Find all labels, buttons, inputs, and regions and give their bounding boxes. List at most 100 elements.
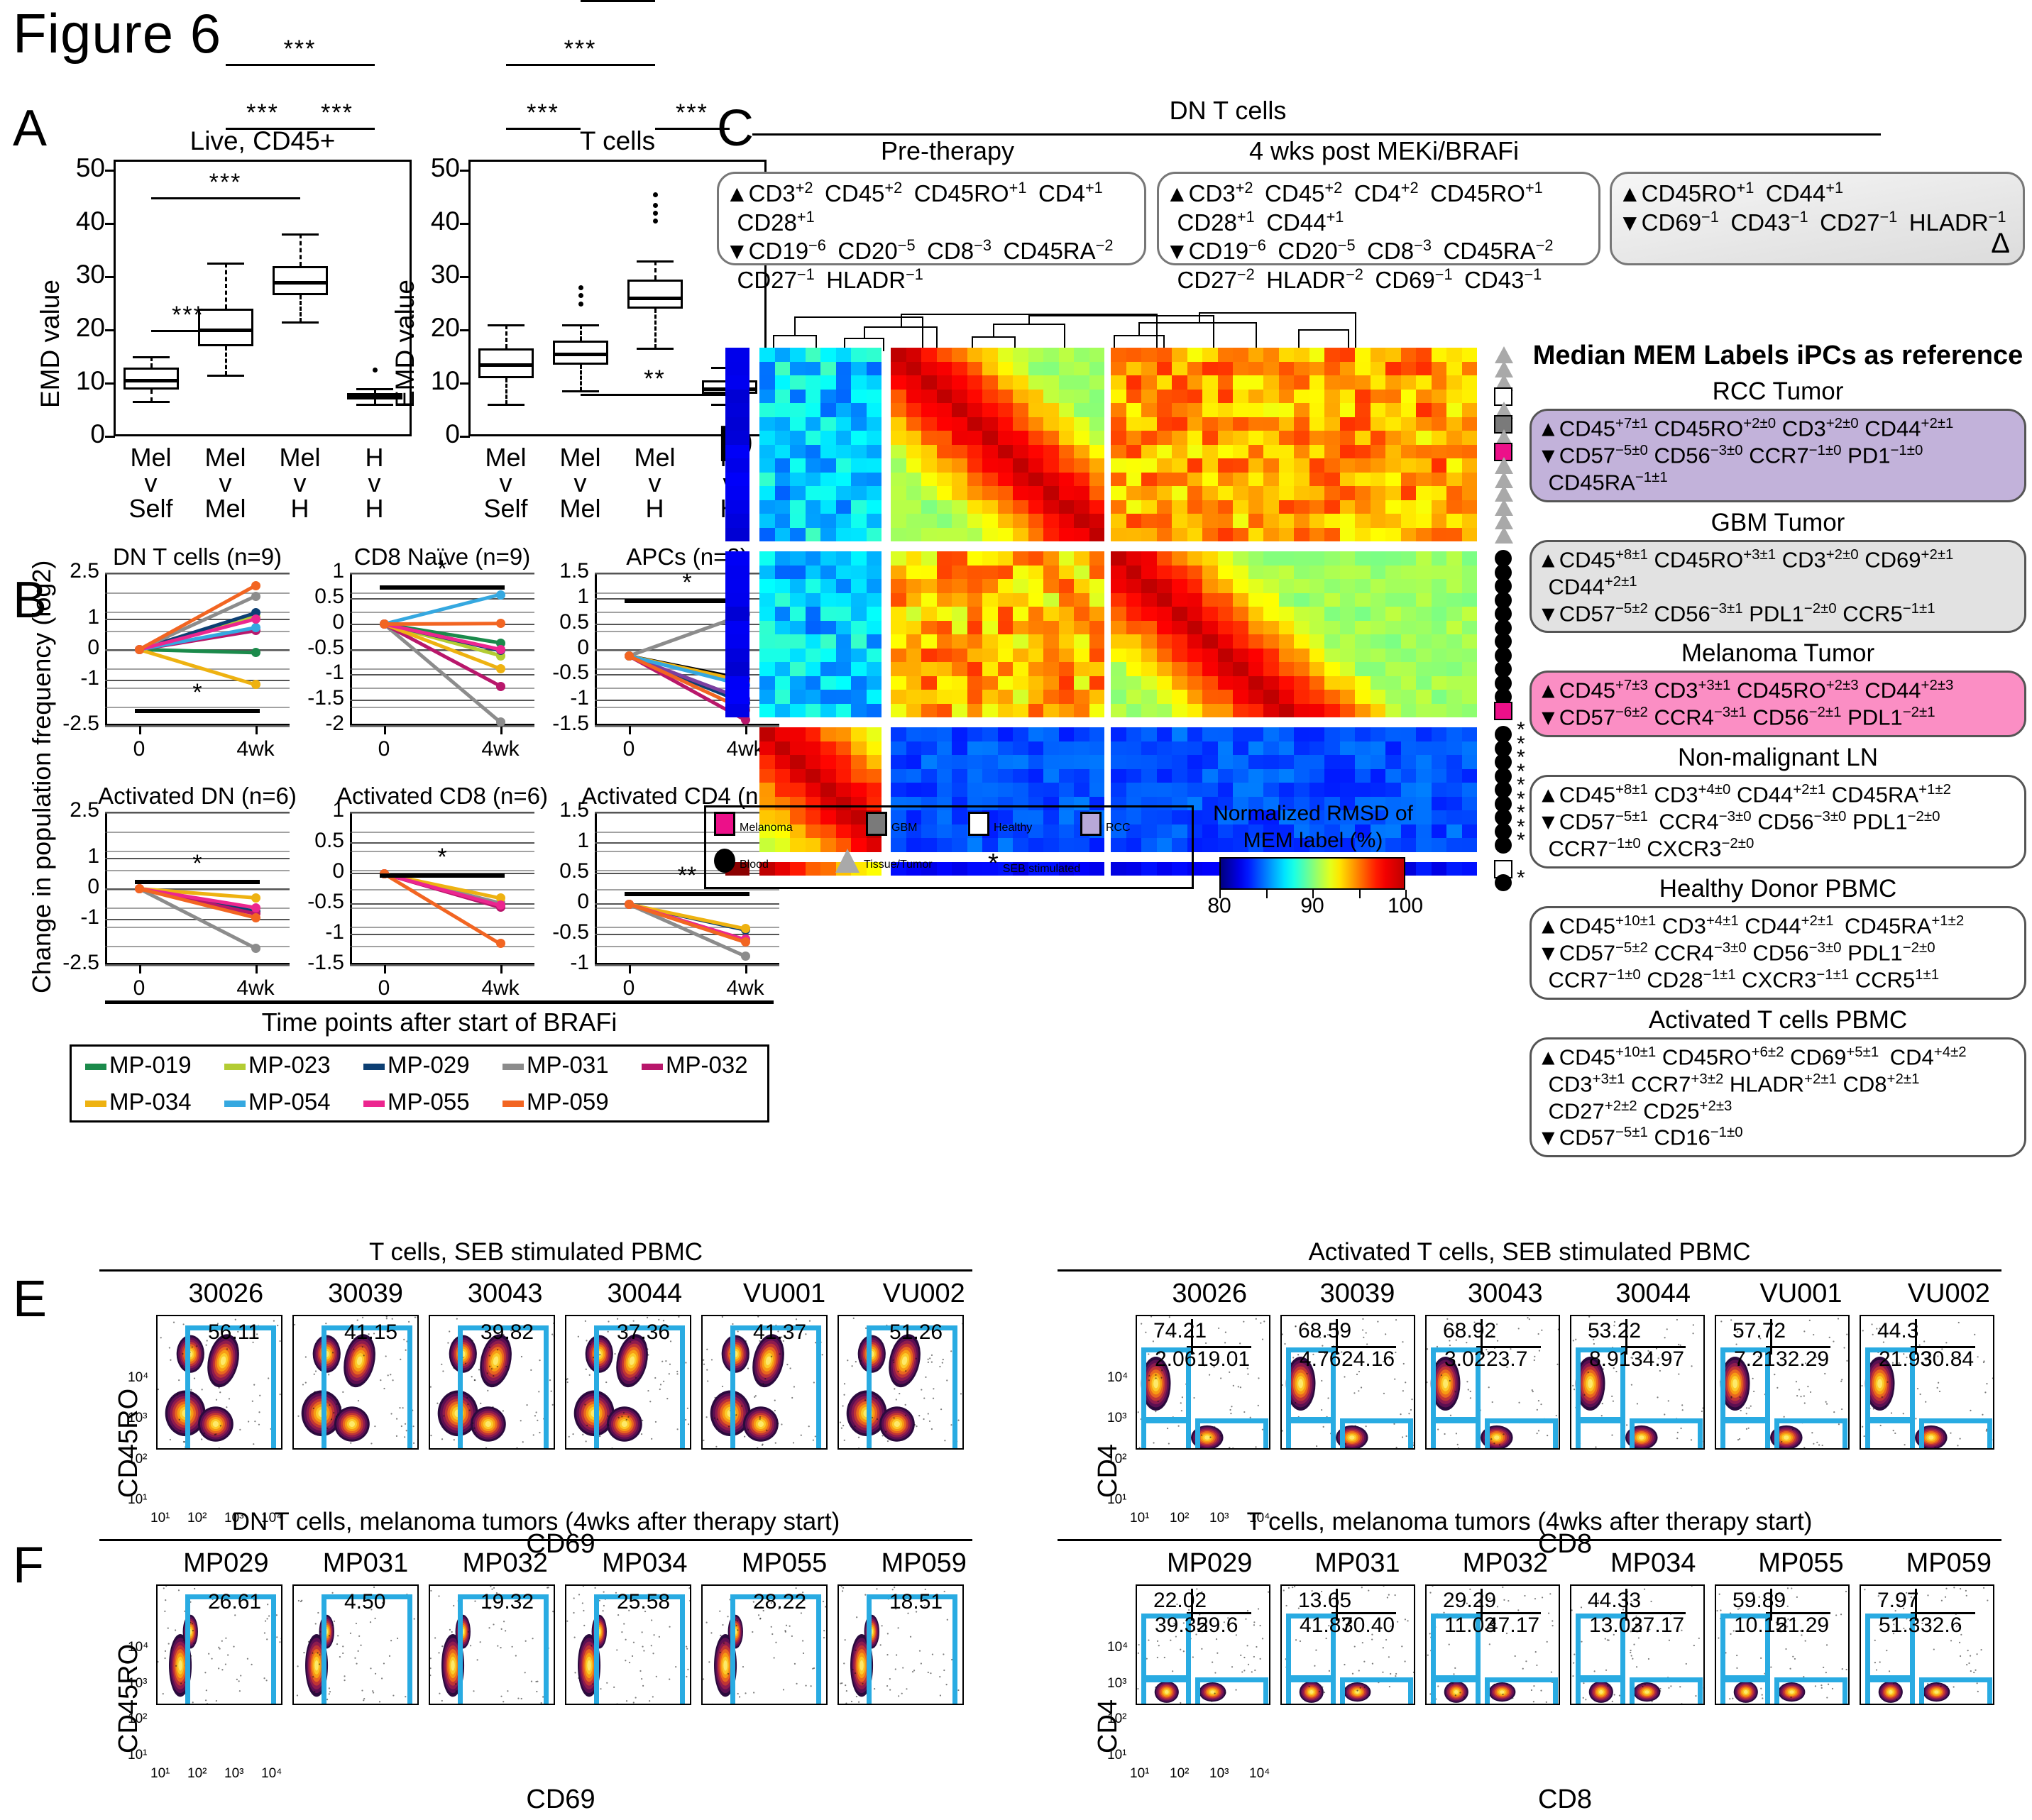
heatmap-cell xyxy=(1217,472,1233,486)
heatmap-cell xyxy=(1013,648,1028,662)
heatmap-cell xyxy=(1089,861,1104,876)
heatmap-cell xyxy=(725,662,749,676)
flow-cytometry-plot[interactable]: 44.3 21.93 30.84 xyxy=(1860,1315,1994,1450)
gate-rectangle[interactable] xyxy=(458,1325,549,1448)
flow-cytometry-plot[interactable]: 41.15 xyxy=(292,1315,419,1450)
gate-rectangle-cd8[interactable] xyxy=(1195,1677,1268,1704)
gate-rectangle[interactable] xyxy=(867,1594,957,1704)
gate-rectangle-dn[interactable] xyxy=(1431,1418,1481,1448)
gate-rectangle[interactable] xyxy=(322,1325,412,1448)
heatmap-cell xyxy=(1202,444,1218,458)
gate-rectangle[interactable] xyxy=(594,1594,685,1704)
gate-rectangle[interactable] xyxy=(730,1325,821,1448)
flow-cytometry-plot[interactable]: 28.22 xyxy=(701,1584,828,1705)
gate-rectangle-cd8[interactable] xyxy=(1485,1418,1558,1448)
gate-rectangle-cd8[interactable] xyxy=(1630,1677,1703,1704)
flow-cytometry-plot[interactable]: 68.59 4.76 24.16 xyxy=(1280,1315,1415,1450)
heatmap-cell xyxy=(952,607,967,621)
gate-rectangle-dn[interactable] xyxy=(1865,1418,1915,1448)
heatmap-cell xyxy=(936,514,952,528)
flow-cytometry-plot[interactable]: 25.58 xyxy=(565,1584,691,1705)
flow-cytometry-plot[interactable]: 29.29 11.03 47.17 xyxy=(1425,1584,1560,1705)
gate-rectangle[interactable] xyxy=(185,1325,276,1448)
flow-cytometry-plot[interactable]: 7.97 51.3 32.6 xyxy=(1860,1584,1994,1705)
gate-rectangle[interactable] xyxy=(185,1594,276,1704)
gate-percentage: 56.11 xyxy=(208,1320,260,1344)
gate-rectangle-dn[interactable] xyxy=(1576,1418,1625,1448)
gate-rectangle-dn[interactable] xyxy=(1576,1677,1625,1704)
gate-rectangle-dn[interactable] xyxy=(1720,1677,1770,1704)
flow-cytometry-plot[interactable]: 56.11 xyxy=(156,1315,282,1450)
heatmap-cell xyxy=(1355,634,1371,649)
gate-rectangle[interactable] xyxy=(322,1594,412,1704)
legend-color-swatch xyxy=(502,1100,524,1107)
gate-rectangle[interactable] xyxy=(867,1325,957,1448)
heatmap-cell xyxy=(725,551,749,566)
heatmap-cell xyxy=(936,565,952,579)
plot-cell: 57.72 7.21 32.29 xyxy=(1715,1315,1850,1450)
gate-rectangle-cd8[interactable] xyxy=(1340,1677,1413,1704)
flow-cytometry-plot[interactable]: 22.02 39.35 29.6 xyxy=(1136,1584,1270,1705)
quadrant-top-value: 22.02 xyxy=(1153,1589,1207,1612)
heatmap-cell xyxy=(1263,527,1279,541)
heatmap-cell xyxy=(921,768,937,783)
gate-rectangle-cd8[interactable] xyxy=(1485,1677,1558,1704)
gate-rectangle[interactable] xyxy=(730,1594,821,1704)
heatmap-cell xyxy=(866,527,882,541)
gate-rectangle-dn[interactable] xyxy=(1286,1418,1336,1448)
quadrant-bottom-left-value: 21.93 xyxy=(1879,1347,1933,1371)
gate-rectangle-dn[interactable] xyxy=(1865,1677,1915,1704)
gate-rectangle-cd8[interactable] xyxy=(1919,1677,1992,1704)
flow-cytometry-plot[interactable]: 4.50 xyxy=(292,1584,419,1705)
gate-rectangle-dn[interactable] xyxy=(1720,1418,1770,1448)
heatmap-cell xyxy=(1126,375,1141,390)
heatmap-cell xyxy=(1141,592,1157,607)
gate-rectangle[interactable] xyxy=(458,1594,549,1704)
flow-cytometry-plot[interactable]: 13.65 41.87 30.40 xyxy=(1280,1584,1415,1705)
flow-cytometry-plot[interactable]: 44.33 13.02 37.17 xyxy=(1570,1584,1705,1705)
heatmap-cell xyxy=(1416,431,1432,445)
sample-name-row: 30026 30039 30043 30044 VU001 VU002 xyxy=(78,1279,994,1309)
flow-cytometry-plot[interactable]: 39.82 xyxy=(429,1315,555,1450)
gate-rectangle-dn[interactable] xyxy=(1431,1677,1481,1704)
gate-rectangle[interactable] xyxy=(594,1325,685,1448)
flow-cytometry-plot[interactable]: 59.89 10.15 21.29 xyxy=(1715,1584,1850,1705)
flow-cytometry-plot[interactable]: 26.61 xyxy=(156,1584,282,1705)
heatmap-cell xyxy=(1461,431,1477,445)
panel-b-y-tick: 1 xyxy=(87,605,99,629)
heatmap-cell xyxy=(1294,796,1309,810)
heatmap-cell xyxy=(790,810,806,824)
gate-rectangle-cd8[interactable] xyxy=(1340,1418,1413,1448)
flow-cytometry-plot[interactable]: 68.92 3.02 23.7 xyxy=(1425,1315,1560,1450)
flow-cytometry-plot[interactable]: 57.72 7.21 32.29 xyxy=(1715,1315,1850,1450)
heatmap-cell xyxy=(1172,444,1187,458)
heatmap-cell xyxy=(1233,403,1248,417)
gate-rectangle-dn[interactable] xyxy=(1141,1677,1191,1704)
gate-rectangle-dn[interactable] xyxy=(1141,1418,1191,1448)
heatmap-cell xyxy=(1278,565,1294,579)
heatmap-cell xyxy=(1324,472,1340,486)
heatmap-cell xyxy=(891,486,906,500)
heatmap-cell xyxy=(820,592,836,607)
gate-rectangle-cd8[interactable] xyxy=(1774,1418,1847,1448)
flow-cytometry-plot[interactable]: 19.32 xyxy=(429,1584,555,1705)
heatmap-cell xyxy=(1370,579,1385,593)
heatmap-cell xyxy=(1202,472,1218,486)
heatmap-cell xyxy=(1202,403,1218,417)
gate-rectangle-cd8[interactable] xyxy=(1630,1418,1703,1448)
flow-cytometry-plot[interactable]: 74.21 2.06 19.01 xyxy=(1136,1315,1270,1450)
flow-cytometry-plot[interactable]: 51.26 xyxy=(837,1315,964,1450)
gate-rectangle-dn[interactable] xyxy=(1286,1677,1336,1704)
heatmap-cell xyxy=(906,634,921,649)
flow-cytometry-plot[interactable]: 18.51 xyxy=(837,1584,964,1705)
heatmap-cell xyxy=(921,703,937,717)
heatmap-cell xyxy=(1217,361,1233,375)
flow-cytometry-plot[interactable]: 53.22 8.91 34.97 xyxy=(1570,1315,1705,1450)
flow-cytometry-plot[interactable]: 41.37 xyxy=(701,1315,828,1450)
panel-b-y-tick: 1 xyxy=(577,829,589,852)
gate-rectangle-cd8[interactable] xyxy=(1919,1418,1992,1448)
heatmap-cell xyxy=(835,810,851,824)
gate-rectangle-cd8[interactable] xyxy=(1195,1418,1268,1448)
flow-cytometry-plot[interactable]: 37.36 xyxy=(565,1315,691,1450)
gate-rectangle-cd8[interactable] xyxy=(1774,1677,1847,1704)
